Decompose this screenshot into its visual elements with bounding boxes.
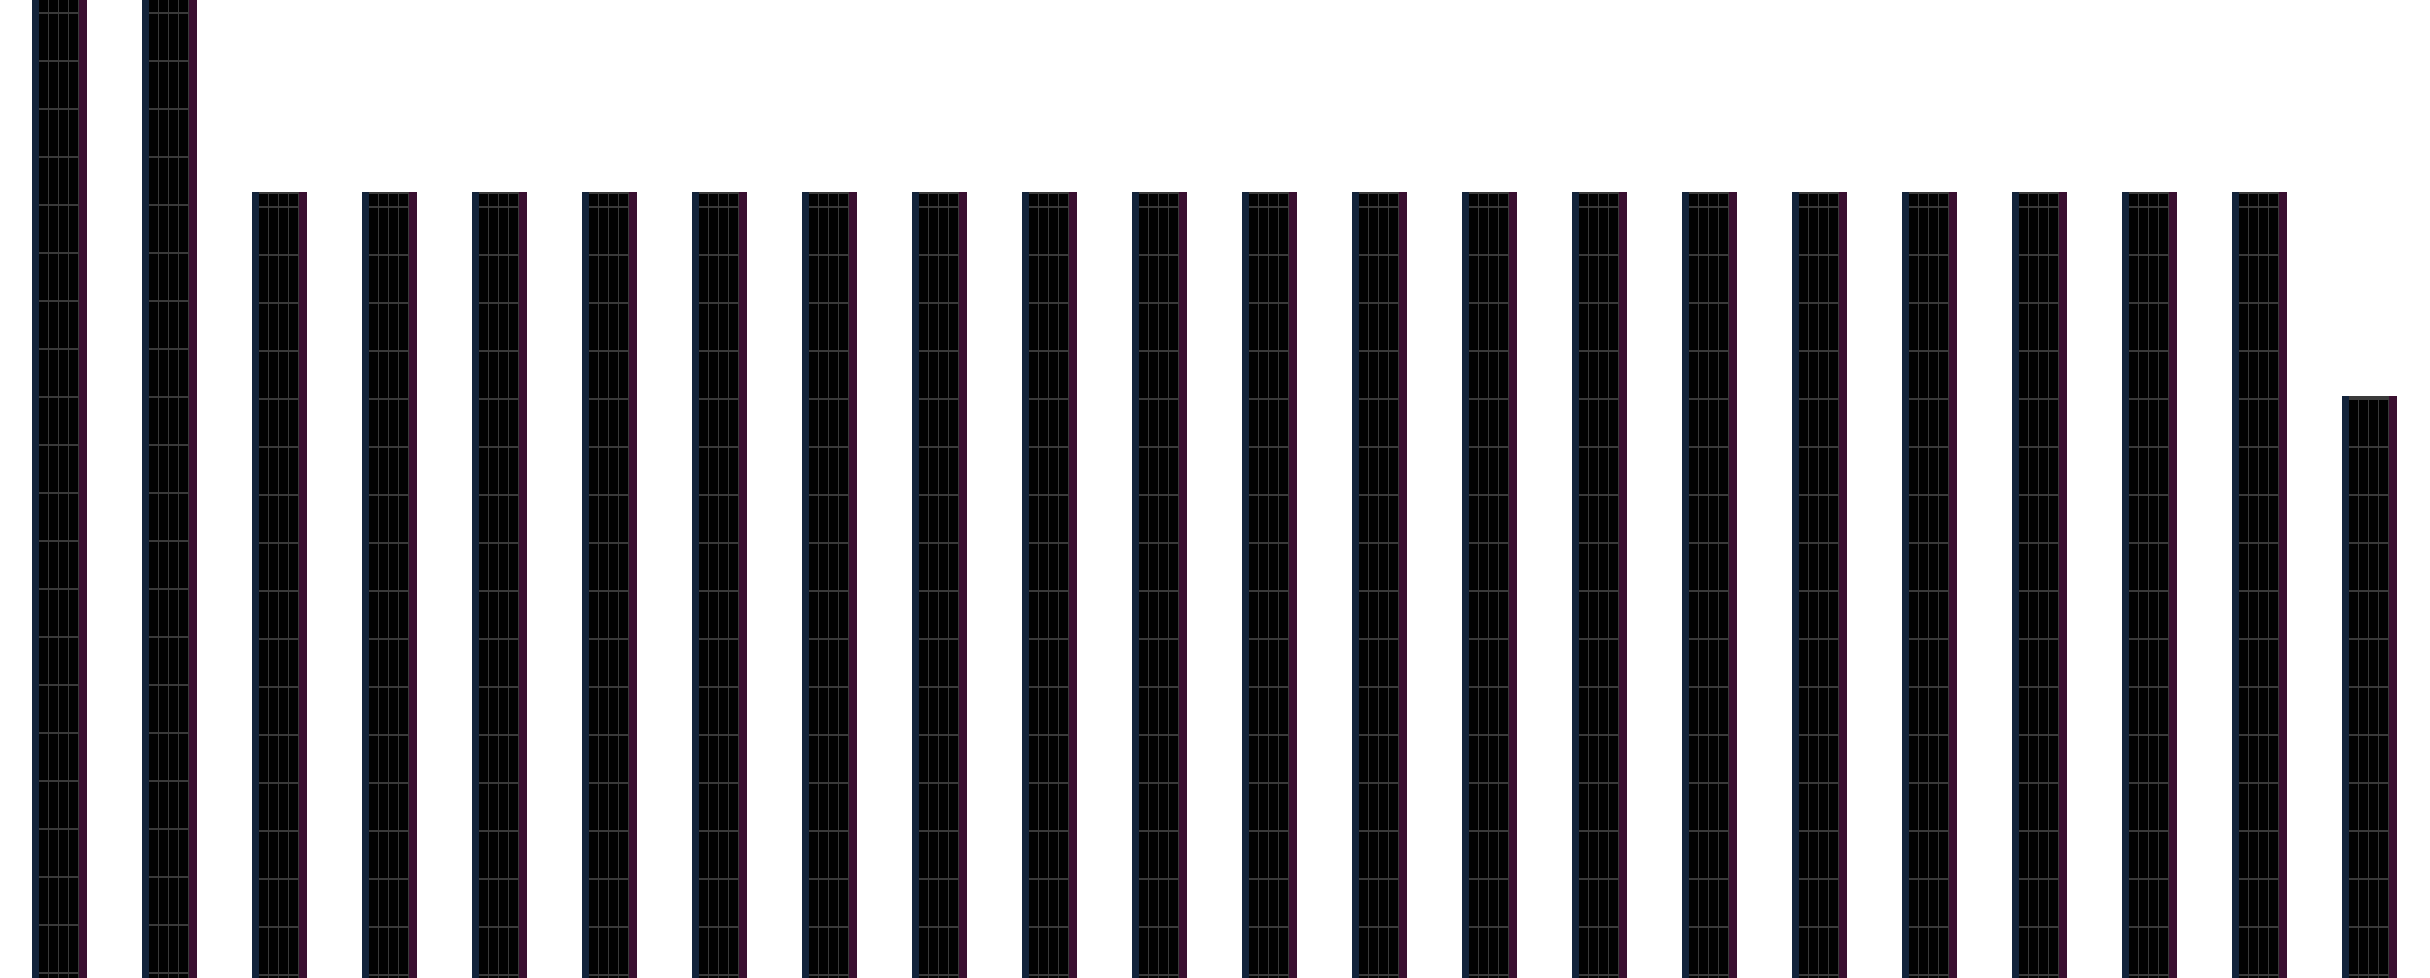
column-grid (1689, 192, 1729, 978)
column-grid (1249, 192, 1289, 978)
column-grid (1469, 192, 1509, 978)
column-8 (802, 192, 857, 978)
column-16 (1682, 192, 1737, 978)
column-4 (362, 192, 417, 978)
column-21 (2232, 192, 2287, 978)
column-grid (369, 192, 409, 978)
column-11 (1132, 192, 1187, 978)
column-2 (142, 0, 197, 978)
column-grid (1029, 192, 1069, 978)
column-grid (2129, 192, 2169, 978)
column-17 (1792, 192, 1847, 978)
column-grid (259, 192, 299, 978)
column-grid (1579, 192, 1619, 978)
column-grid (149, 0, 189, 978)
column-grid (1799, 192, 1839, 978)
column-grid (919, 192, 959, 978)
column-12 (1242, 192, 1297, 978)
column-grid (2019, 192, 2059, 978)
column-grid (699, 192, 739, 978)
column-7 (692, 192, 747, 978)
column-grid (2239, 192, 2279, 978)
column-14 (1462, 192, 1517, 978)
column-grid (809, 192, 849, 978)
column-20 (2122, 192, 2177, 978)
column-grid (1139, 192, 1179, 978)
column-grid (479, 192, 519, 978)
column-grid (589, 192, 629, 978)
column-18 (1902, 192, 1957, 978)
column-15 (1572, 192, 1627, 978)
column-3 (252, 192, 307, 978)
column-grid (1909, 192, 1949, 978)
column-5 (472, 192, 527, 978)
column-grid (2349, 396, 2389, 978)
column-19 (2012, 192, 2067, 978)
column-6 (582, 192, 637, 978)
column-10 (1022, 192, 1077, 978)
column-9 (912, 192, 967, 978)
column-22 (2342, 396, 2397, 978)
column-grid (39, 0, 79, 978)
column-13 (1352, 192, 1407, 978)
column-grid (1359, 192, 1399, 978)
column-1 (32, 0, 87, 978)
